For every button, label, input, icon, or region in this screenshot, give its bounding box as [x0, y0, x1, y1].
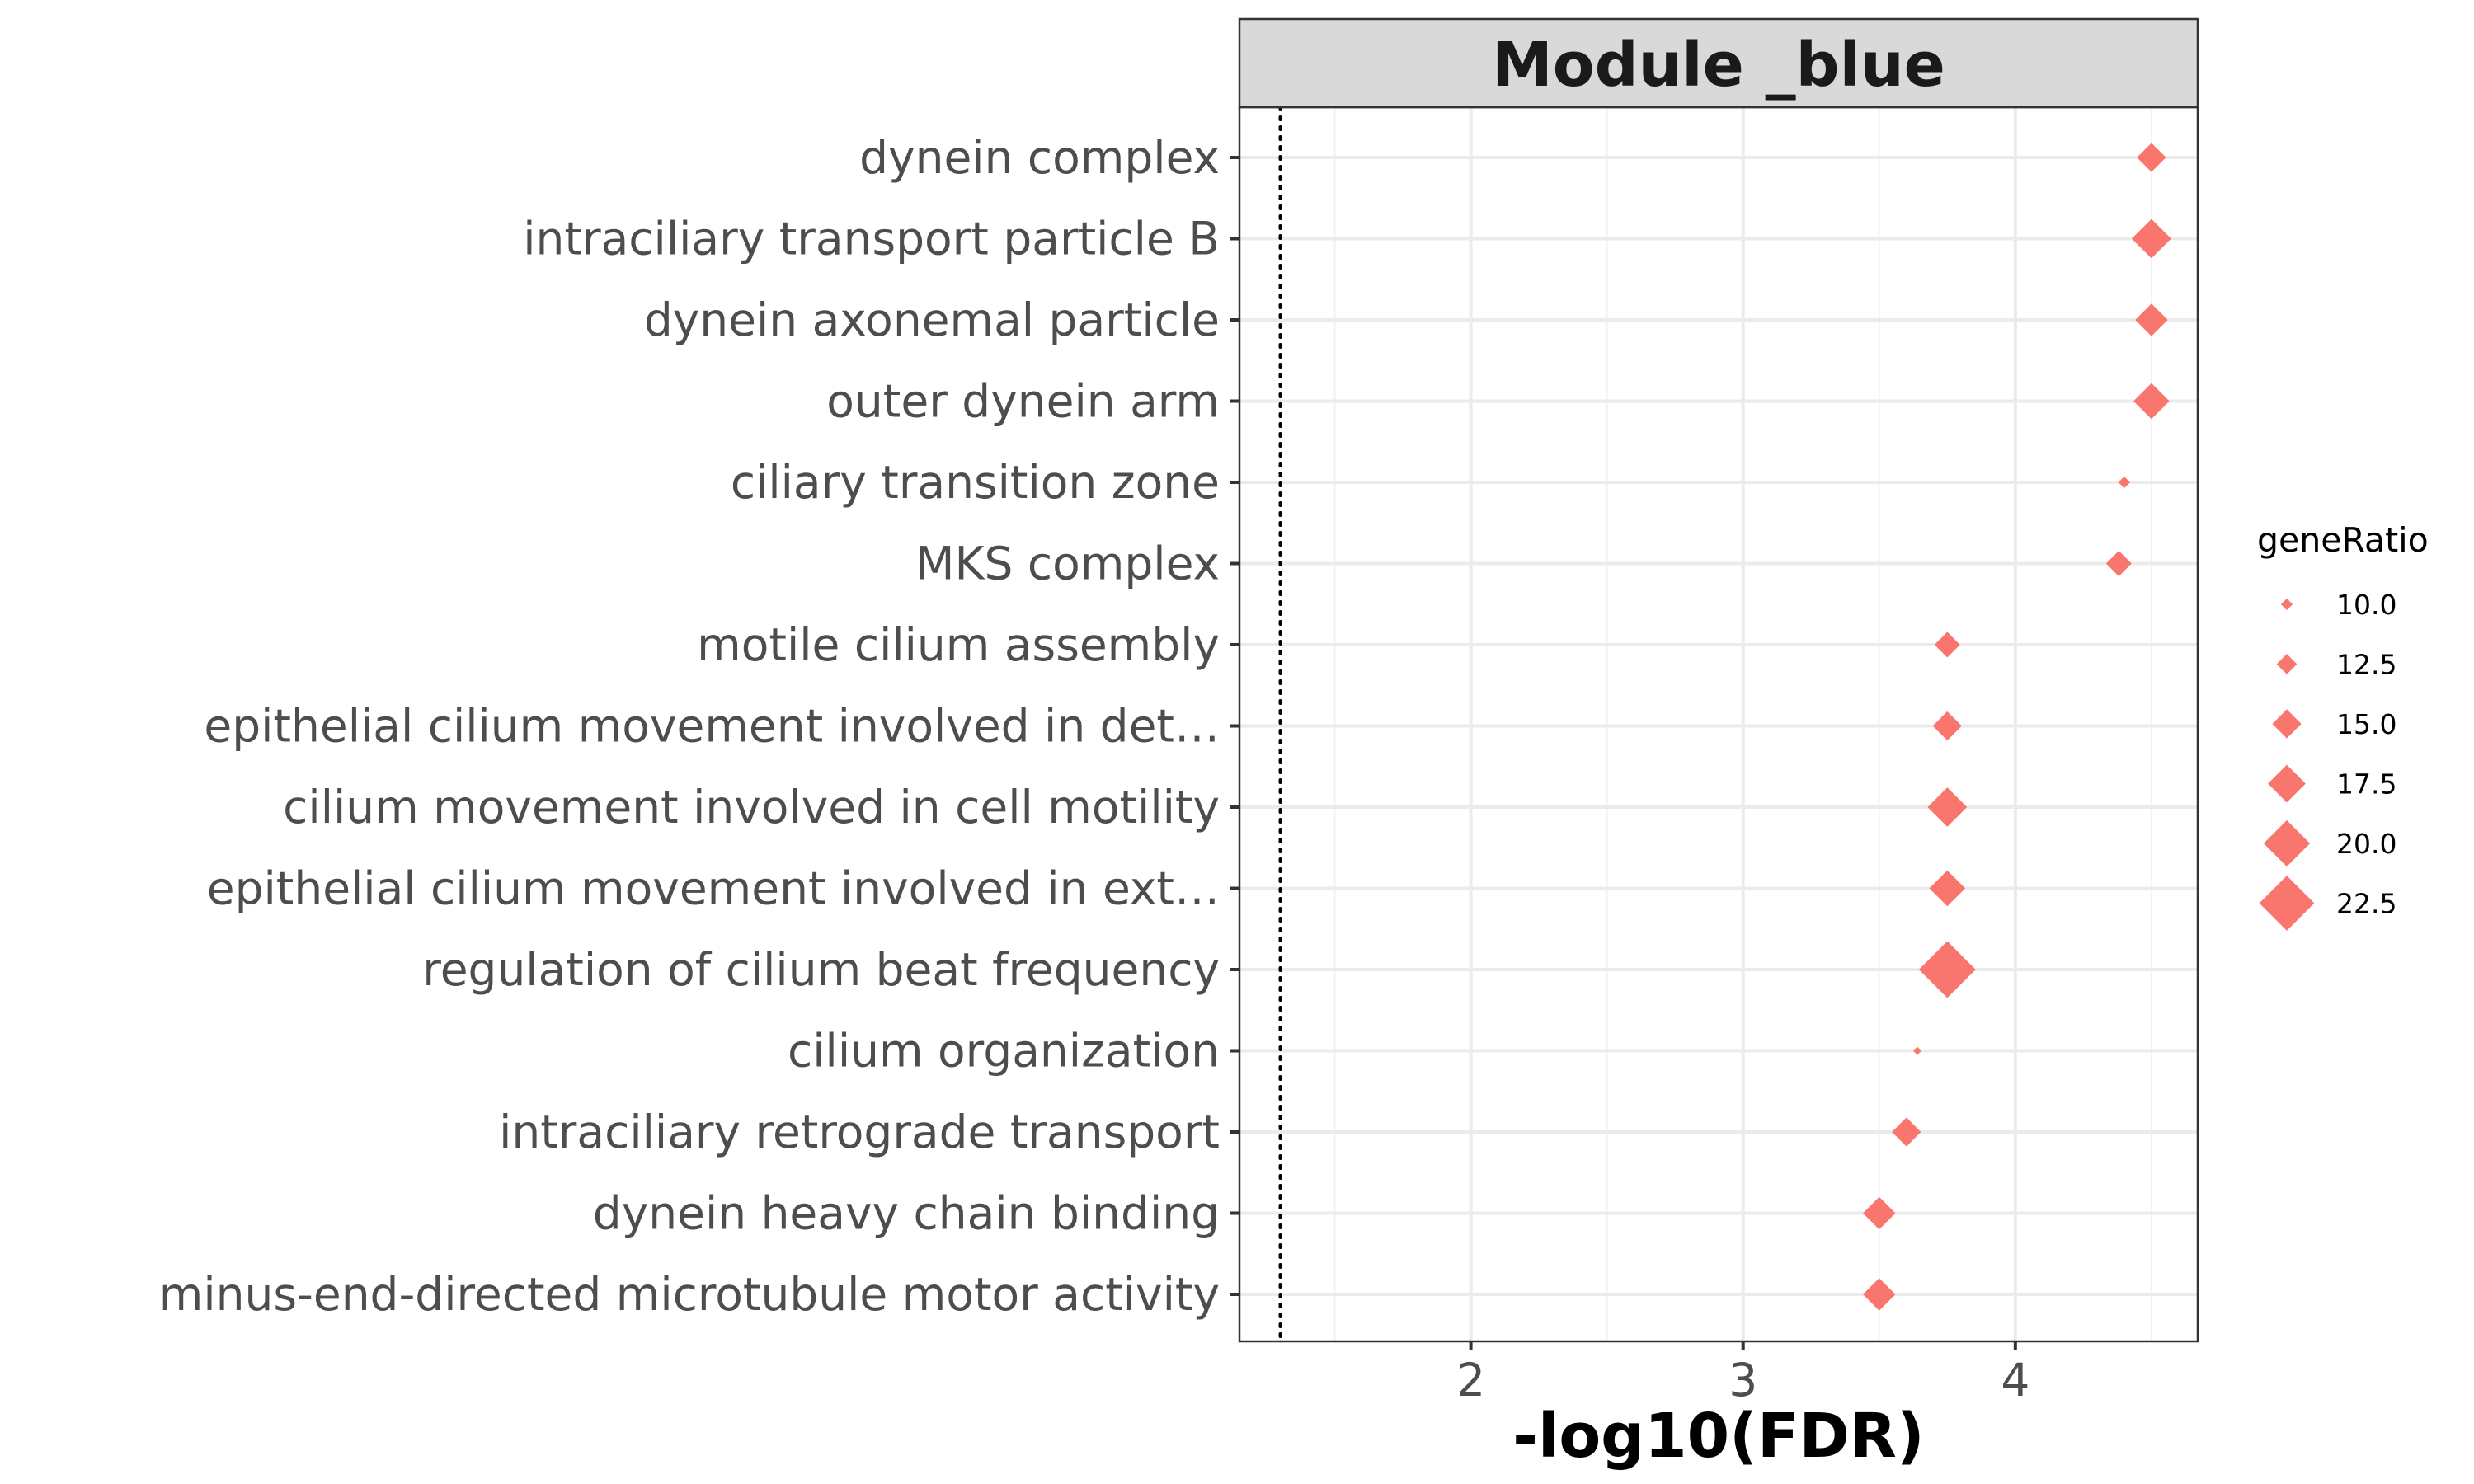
data-point: [2131, 218, 2171, 259]
y-axis-label: motile cilium assembly: [697, 618, 1220, 671]
data-point: [2137, 143, 2166, 172]
y-axis-label: epithelial cilium movement involved in d…: [204, 700, 1220, 753]
y-axis-label: ciliary transition zone: [731, 456, 1220, 509]
y-axis-label: MKS complex: [915, 538, 1220, 590]
x-axis-title: -log10(FDR): [1512, 1401, 1924, 1472]
y-axis-label: cilium organization: [788, 1025, 1220, 1078]
legend-title: geneRatio: [2257, 520, 2429, 560]
y-axis-labels: dynein complex intraciliary transport par…: [159, 131, 1239, 1321]
legend-key: [2259, 876, 2315, 931]
facet-strip: Module _blue: [1238, 17, 2199, 109]
data-point: [1932, 711, 1962, 741]
y-axis-label: epithelial cilium movement involved in e…: [207, 862, 1220, 915]
legend-label: 22.5: [2336, 888, 2396, 920]
legend: geneRatio 10.0 12.5 15.0 17.5 20.0 22.5: [2257, 520, 2429, 931]
grid-lines: [1239, 107, 2198, 1341]
legend-label: 15.0: [2336, 708, 2396, 740]
data-point: [1918, 941, 1976, 998]
y-axis-label: dynein axonemal particle: [644, 294, 1220, 346]
legend-key: [2276, 654, 2298, 674]
legend-key: [2268, 764, 2306, 803]
data-points: [1863, 143, 2171, 1311]
y-axis-label: dynein heavy chain binding: [593, 1187, 1220, 1240]
x-axis-tick-label: 2: [1456, 1354, 1485, 1407]
y-axis-label: intraciliary retrograde transport: [499, 1106, 1220, 1158]
data-point: [1912, 1046, 1921, 1055]
data-point: [1929, 870, 1966, 907]
y-axis-label: minus-end-directed microtubule motor act…: [159, 1268, 1220, 1321]
facet-strip-background: [1238, 17, 2199, 109]
legend-label: 10.0: [2336, 589, 2396, 621]
data-point: [2118, 476, 2130, 489]
data-point: [2133, 383, 2170, 420]
data-point: [1863, 1196, 1896, 1230]
data-point: [2105, 551, 2132, 576]
x-axis-tick-label: 3: [1729, 1354, 1757, 1407]
legend-label: 17.5: [2336, 768, 2396, 801]
y-axis-label: intraciliary transport particle B: [523, 213, 1220, 265]
legend-key: [2272, 709, 2302, 739]
legend-key: [2280, 598, 2293, 611]
legend-key: [2263, 819, 2311, 867]
facet-strip-title: Module _blue: [1492, 30, 1945, 101]
y-axis-label: regulation of cilium beat frequency: [422, 943, 1220, 996]
data-point: [1934, 632, 1960, 658]
x-axis-tick-label: 4: [2001, 1354, 2030, 1407]
data-point: [1892, 1117, 1921, 1147]
y-axis-label: outer dynein arm: [826, 375, 1220, 428]
data-point: [1863, 1278, 1896, 1311]
legend-label: 12.5: [2336, 649, 2396, 681]
y-axis-label: dynein complex: [859, 131, 1220, 184]
legend-label: 20.0: [2336, 828, 2396, 860]
data-point: [1927, 787, 1968, 827]
x-axis: 2 3 4: [1456, 1341, 2030, 1407]
data-point: [2135, 303, 2168, 336]
y-axis-label: cilium movement involved in cell motilit…: [283, 781, 1220, 834]
